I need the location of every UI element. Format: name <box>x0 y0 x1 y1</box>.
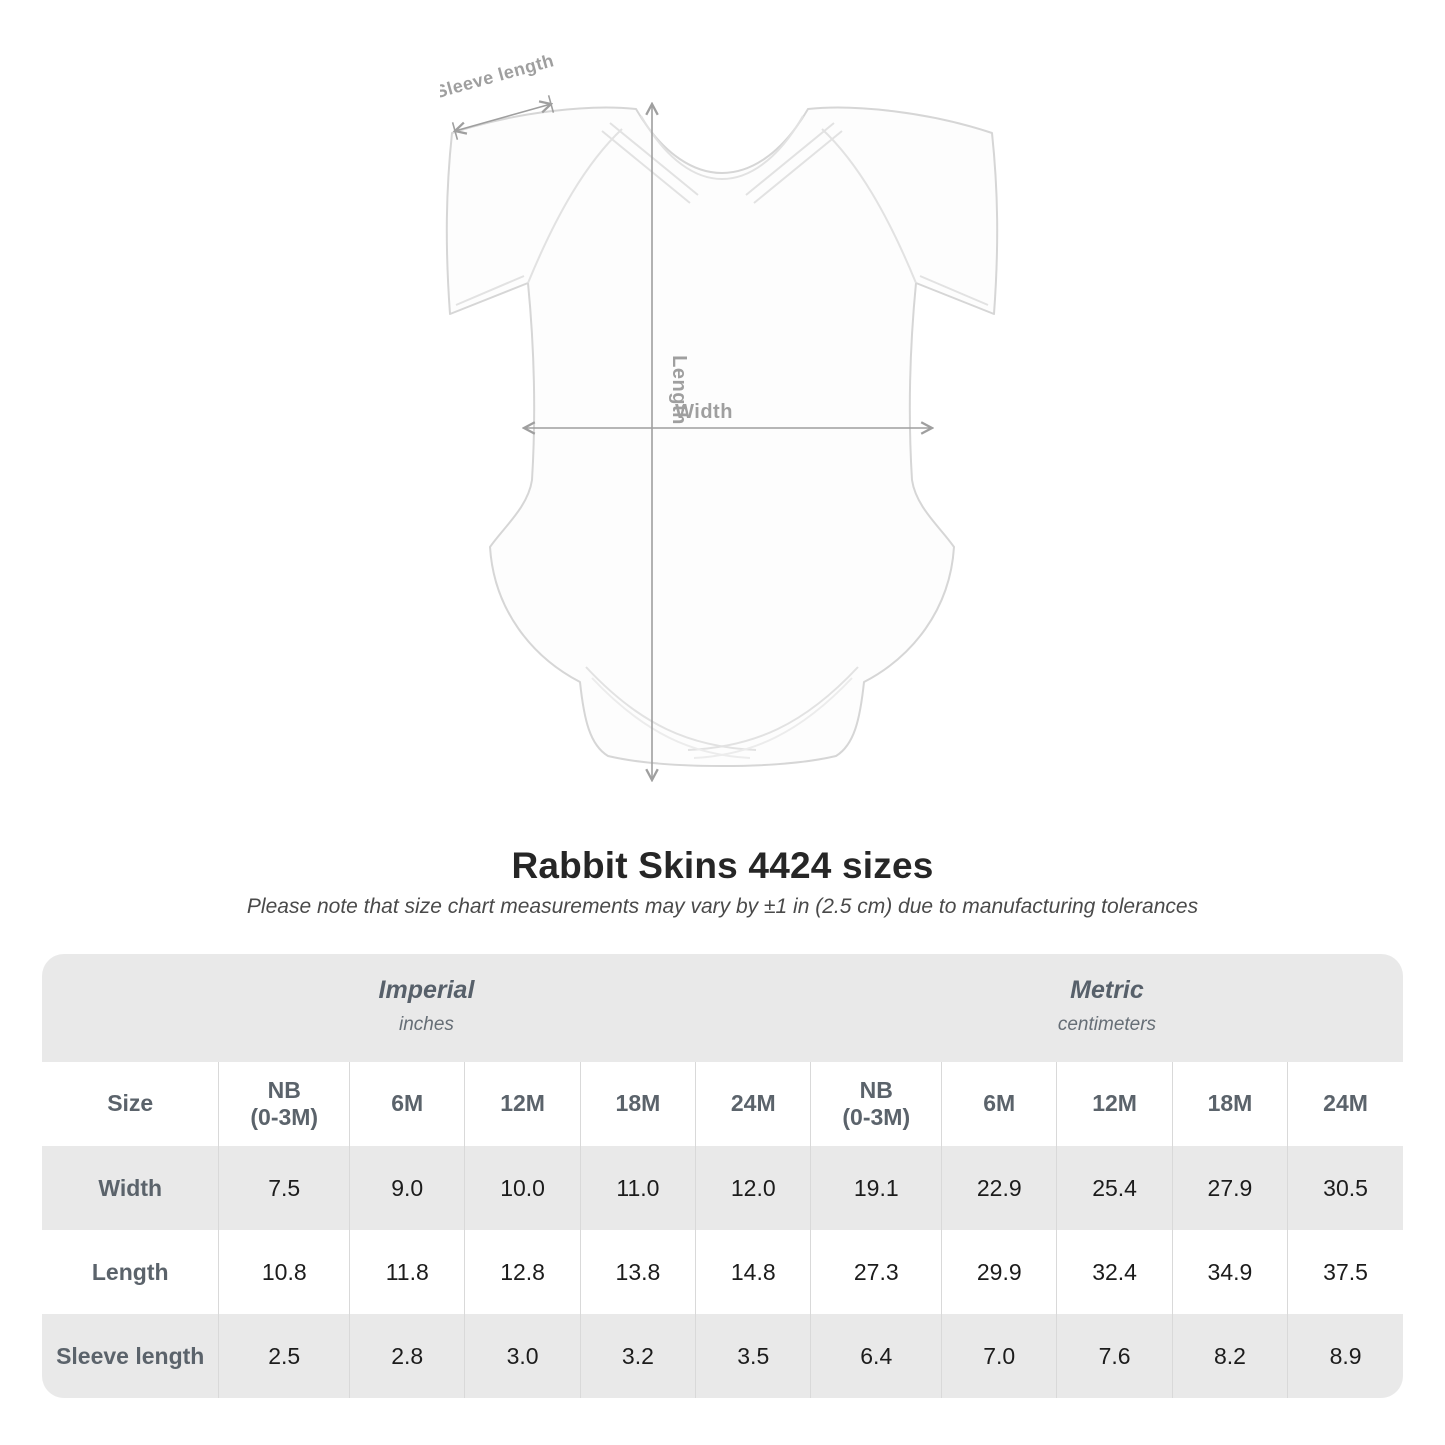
length-label: Length <box>668 355 690 425</box>
row-label-length: Length <box>91 1258 169 1285</box>
sleeve-length-value: 7.0 <box>941 1314 1057 1398</box>
column-header-6m-metric: 6M <box>941 1062 1057 1146</box>
dimension-annotations <box>451 95 932 780</box>
column-header-nb-imperial: NB (0-3M) <box>218 1062 350 1146</box>
width-value: 19.1 <box>810 1146 942 1230</box>
column-header-6m-imperial: 6M <box>349 1062 465 1146</box>
column-header-24m-metric: 24M <box>1287 1062 1403 1146</box>
width-value: 27.9 <box>1171 1146 1288 1230</box>
width-value: 10.0 <box>464 1146 581 1230</box>
width-value: 12.0 <box>695 1146 811 1230</box>
length-row: Length 10.8 11.8 12.8 13.8 14.8 27.3 29.… <box>42 1230 1403 1314</box>
row-label-sleeve-length: Sleeve length <box>56 1342 205 1369</box>
width-value: 30.5 <box>1287 1146 1403 1230</box>
sleeve-length-value: 8.9 <box>1287 1314 1403 1398</box>
imperial-section-header: Imperial inches <box>42 954 811 1062</box>
bodysuit-illustration <box>445 106 999 767</box>
width-value: 25.4 <box>1056 1146 1173 1230</box>
sleeve-length-value: 3.0 <box>464 1314 581 1398</box>
sleeve-length-row: Sleeve length 2.5 2.8 3.0 3.2 3.5 6.4 7.… <box>42 1314 1403 1398</box>
length-value: 12.8 <box>464 1230 581 1314</box>
length-value: 27.3 <box>810 1230 942 1314</box>
sleeve-length-value: 2.8 <box>349 1314 465 1398</box>
width-row: Width 7.5 9.0 10.0 11.0 12.0 19.1 22.9 2… <box>42 1146 1403 1230</box>
metric-unit: centimeters <box>1057 1014 1157 1035</box>
imperial-unit: inches <box>399 1014 454 1035</box>
page-title: Rabbit Skins 4424 sizes <box>511 845 934 886</box>
column-header-24m-imperial: 24M <box>695 1062 811 1146</box>
length-value: 37.5 <box>1287 1230 1403 1314</box>
width-value: 22.9 <box>941 1146 1057 1230</box>
column-header-row: Size NB (0-3M) 6M 12M 18M 24M NB (0-3M) … <box>42 1062 1403 1146</box>
length-value: 11.8 <box>349 1230 465 1314</box>
width-value: 7.5 <box>218 1146 350 1230</box>
length-value: 13.8 <box>579 1230 696 1314</box>
imperial-label: Imperial <box>378 976 475 1004</box>
column-header-18m-metric: 18M <box>1171 1062 1288 1146</box>
size-table: Imperial inches Metric centimeters Size … <box>42 954 1403 1398</box>
bodysuit-diagram-svg: Sleeve length Length Width <box>433 50 999 810</box>
sleeve-length-label: Sleeve length <box>440 50 556 102</box>
sleeve-length-value: 3.5 <box>695 1314 811 1398</box>
page-subtitle: Please note that size chart measurements… <box>246 895 1199 918</box>
metric-section-header: Metric centimeters <box>810 954 1403 1062</box>
column-header-18m-imperial: 18M <box>579 1062 696 1146</box>
sleeve-length-value: 7.6 <box>1056 1314 1173 1398</box>
unit-section-row: Imperial inches Metric centimeters <box>42 954 1403 1062</box>
size-column-header: Size <box>107 1090 154 1117</box>
bodysuit-outline <box>445 106 999 767</box>
sleeve-length-value: 6.4 <box>810 1314 942 1398</box>
column-header-12m-metric: 12M <box>1056 1062 1173 1146</box>
column-header-12m-imperial: 12M <box>464 1062 581 1146</box>
sleeve-length-value: 8.2 <box>1171 1314 1288 1398</box>
length-value: 29.9 <box>941 1230 1057 1314</box>
column-header-nb-metric: NB (0-3M) <box>810 1062 942 1146</box>
length-value: 32.4 <box>1056 1230 1173 1314</box>
width-value: 11.0 <box>579 1146 696 1230</box>
length-value: 14.8 <box>695 1230 811 1314</box>
width-label: Width <box>675 401 733 423</box>
width-value: 9.0 <box>349 1146 465 1230</box>
sleeve-length-value: 3.2 <box>579 1314 696 1398</box>
sleeve-length-value: 2.5 <box>218 1314 350 1398</box>
metric-label: Metric <box>1070 976 1144 1004</box>
sleeve-length-arrow <box>451 95 555 140</box>
length-value: 10.8 <box>218 1230 350 1314</box>
row-label-width: Width <box>98 1174 163 1201</box>
bodysuit-measurement-diagram: Sleeve length Length Width <box>433 50 1005 810</box>
length-value: 34.9 <box>1171 1230 1288 1314</box>
